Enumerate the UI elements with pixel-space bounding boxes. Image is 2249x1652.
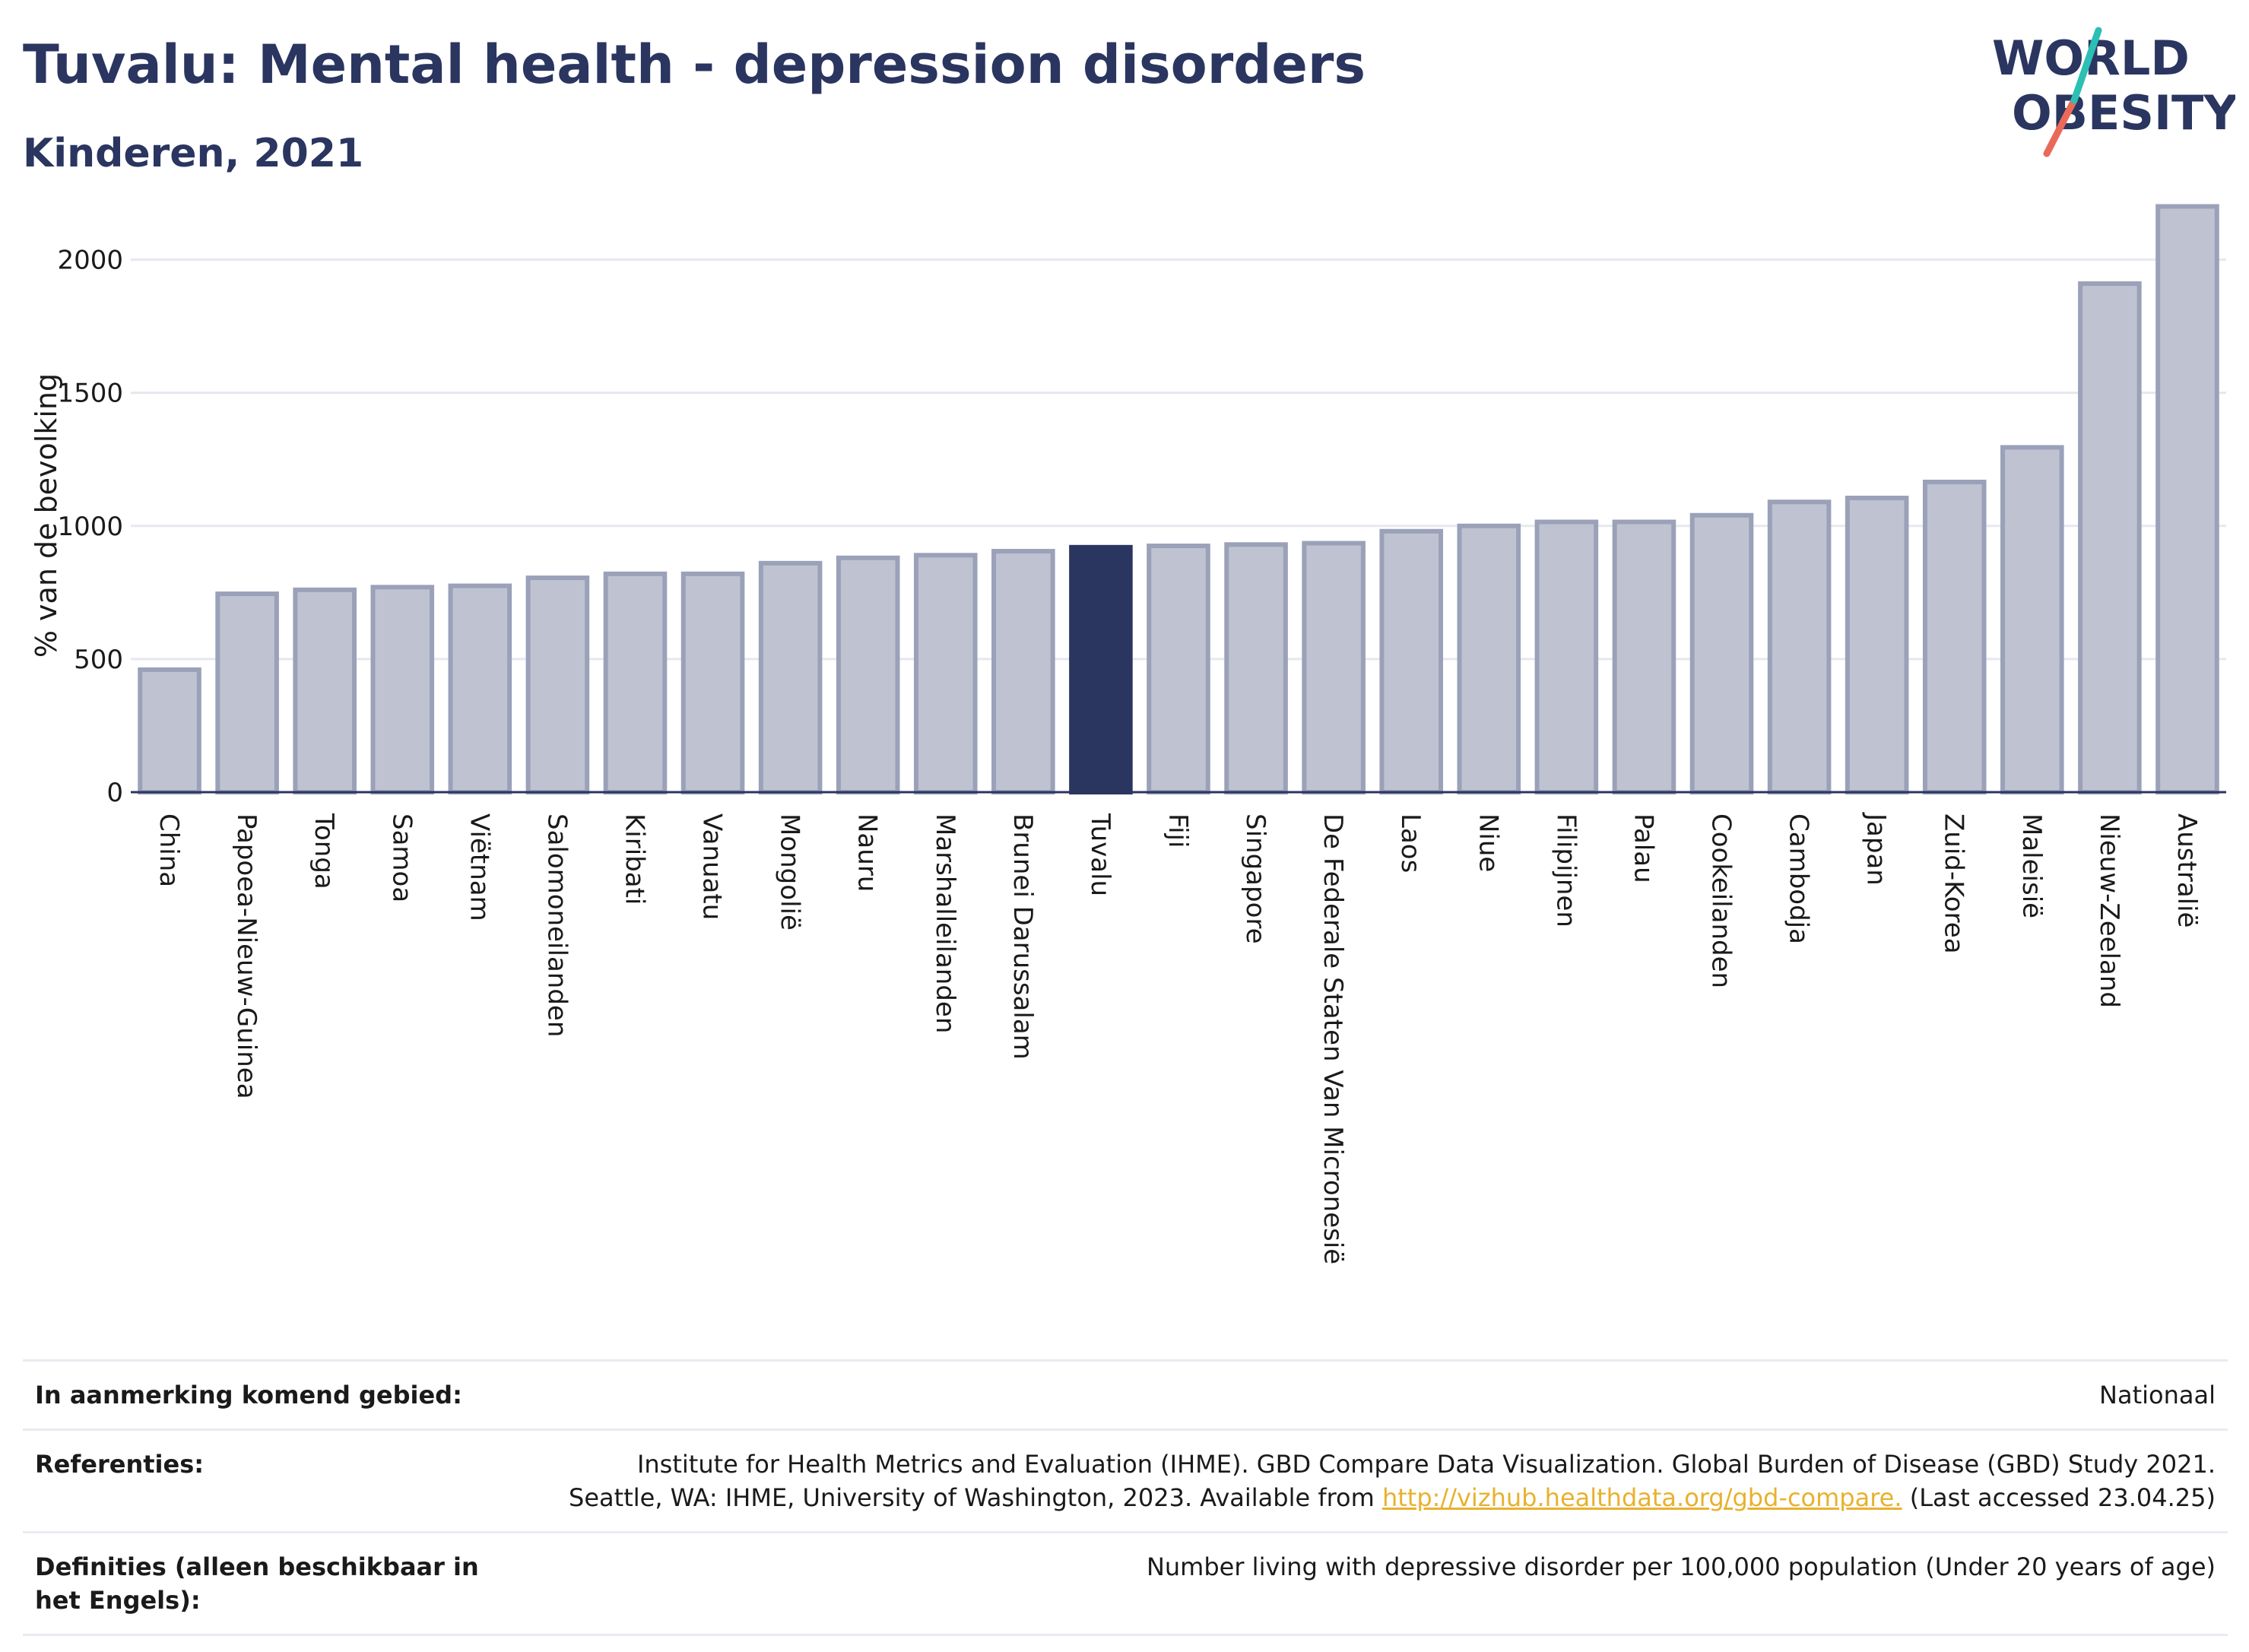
y-tick-label: 2000 bbox=[57, 246, 123, 276]
x-tick-label: Australië bbox=[2171, 813, 2202, 927]
bar-laos bbox=[1379, 528, 1444, 794]
x-tick-label: Nauru bbox=[852, 813, 883, 892]
bar-nauru bbox=[836, 555, 900, 794]
y-axis-label: % van de bevolking bbox=[30, 373, 63, 658]
reference-suffix: (Last accessed 23.04.25) bbox=[1902, 1483, 2216, 1512]
world-obesity-logo: WORLD OBESITY bbox=[1992, 27, 2235, 157]
bar-papoea-nieuw-guinea bbox=[215, 591, 279, 795]
x-tick-label: Tuvalu bbox=[1085, 813, 1115, 896]
bar-brunei-darussalam bbox=[991, 549, 1055, 794]
footer-table: In aanmerking komend gebied: Nationaal R… bbox=[23, 1359, 2228, 1636]
x-tick-label: Nieuw-Zeeland bbox=[2094, 813, 2124, 1008]
chart-subtitle: Kinderen, 2021 bbox=[23, 131, 364, 176]
x-tick-label: Filipijnen bbox=[1550, 813, 1581, 927]
bar-palau bbox=[1612, 519, 1676, 794]
bar-fiji bbox=[1147, 544, 1210, 794]
bar-china bbox=[138, 667, 201, 794]
bar-zuid-korea bbox=[1922, 479, 1987, 794]
bar-maleisi- bbox=[2000, 445, 2064, 794]
x-tick-label: Papoea-Nieuw-Guinea bbox=[231, 813, 262, 1099]
x-tick-label: Cambodja bbox=[1784, 813, 1814, 944]
reference-link[interactable]: http://vizhub.healthdata.org/gbd-compare… bbox=[1381, 1483, 1902, 1512]
footer-value-area: Nationaal bbox=[2099, 1381, 2216, 1409]
bar-tonga bbox=[293, 587, 357, 794]
bar-chart: 0 500 1000 1500 2000 % van de bevolking China P… bbox=[30, 204, 2226, 1264]
y-tick-label: 0 bbox=[106, 778, 123, 808]
x-tick-label: Zuid-Korea bbox=[1939, 813, 1969, 954]
logo-slash-teal bbox=[2070, 27, 2102, 104]
footer-label-references: Referenties: bbox=[35, 1450, 205, 1479]
footer-row-references: Referenties: Institute for Health Metric… bbox=[23, 1428, 2228, 1531]
footer-label-definitions: Definities (alleen beschikbaar in het En… bbox=[35, 1552, 479, 1615]
reference-line-1: Institute for Health Metrics and Evaluat… bbox=[636, 1450, 2216, 1479]
bar-kiribati bbox=[603, 571, 668, 794]
bar-cookeilanden bbox=[1689, 512, 1754, 794]
logo-slash-coral bbox=[2043, 97, 2078, 157]
bar-singapore bbox=[1224, 542, 1288, 794]
x-tick-label: China bbox=[154, 813, 184, 887]
x-tick-label: Kiribati bbox=[619, 813, 649, 905]
x-tick-label: Salomoneilanden bbox=[541, 813, 572, 1037]
bar-samoa bbox=[370, 585, 435, 795]
x-tick-label: Vanuatu bbox=[697, 813, 728, 920]
bar-niue bbox=[1457, 523, 1521, 794]
footer-value-definitions: Number living with depressive disorder p… bbox=[1146, 1552, 2216, 1581]
bar-vi-tnam bbox=[448, 583, 512, 794]
y-tick-label: 500 bbox=[74, 645, 123, 675]
x-tick-label: Viëtnam bbox=[464, 813, 494, 921]
bar-japan bbox=[1845, 496, 1909, 794]
x-tick-label: Laos bbox=[1395, 813, 1426, 873]
x-tick-label: Samoa bbox=[386, 813, 417, 902]
x-tick-label: Cookeilanden bbox=[1706, 813, 1737, 988]
x-tick-label: Niue bbox=[1473, 813, 1503, 872]
bar-de-federale-staten-van-micronesi- bbox=[1302, 541, 1366, 794]
y-tick-label: 1500 bbox=[57, 379, 123, 409]
bar-vanuatu bbox=[680, 571, 745, 794]
x-tick-label: Marshalleilanden bbox=[930, 813, 960, 1033]
x-tick-label: Palau bbox=[1628, 813, 1658, 883]
bar-marshalleilanden bbox=[913, 553, 978, 795]
reference-line-2: Seattle, WA: IHME, University of Washing… bbox=[569, 1481, 2216, 1514]
bar-cambodja bbox=[1767, 499, 1832, 794]
footer-row-area: In aanmerking komend gebied: Nationaal bbox=[23, 1359, 2228, 1428]
bar-salomoneilanden bbox=[525, 576, 590, 794]
x-tick-label: Fiji bbox=[1163, 813, 1193, 848]
footer-value-references: Institute for Health Metrics and Evaluat… bbox=[557, 1431, 2228, 1531]
reference-prefix: Seattle, WA: IHME, University of Washing… bbox=[569, 1483, 1382, 1512]
bar-nieuw-zeeland bbox=[2078, 281, 2142, 794]
x-tick-label: Singapore bbox=[1240, 813, 1270, 944]
x-tick-label: Mongolië bbox=[775, 813, 805, 931]
x-tick-label: Brunei Darussalam bbox=[1007, 813, 1038, 1060]
bar-mongoli- bbox=[758, 560, 823, 794]
x-tick-label: De Federale Staten Van Micronesië bbox=[1318, 813, 1348, 1264]
logo-line2: OBESITY bbox=[2012, 85, 2235, 141]
bar-tuvalu bbox=[1069, 544, 1133, 794]
x-tick-label: Maleisië bbox=[2016, 813, 2047, 918]
x-tick-label: Tonga bbox=[309, 813, 339, 889]
y-tick-label: 1000 bbox=[57, 512, 123, 542]
x-tick-label: Japan bbox=[1861, 812, 1892, 886]
footer-row-definitions: Definities (alleen beschikbaar in het En… bbox=[23, 1531, 2228, 1636]
footer-label-area: In aanmerking komend gebied: bbox=[35, 1381, 462, 1409]
bar-australi- bbox=[2155, 204, 2219, 794]
chart-title: Tuvalu: Mental health - depression disor… bbox=[23, 33, 1366, 96]
bar-filipijnen bbox=[1534, 519, 1599, 794]
